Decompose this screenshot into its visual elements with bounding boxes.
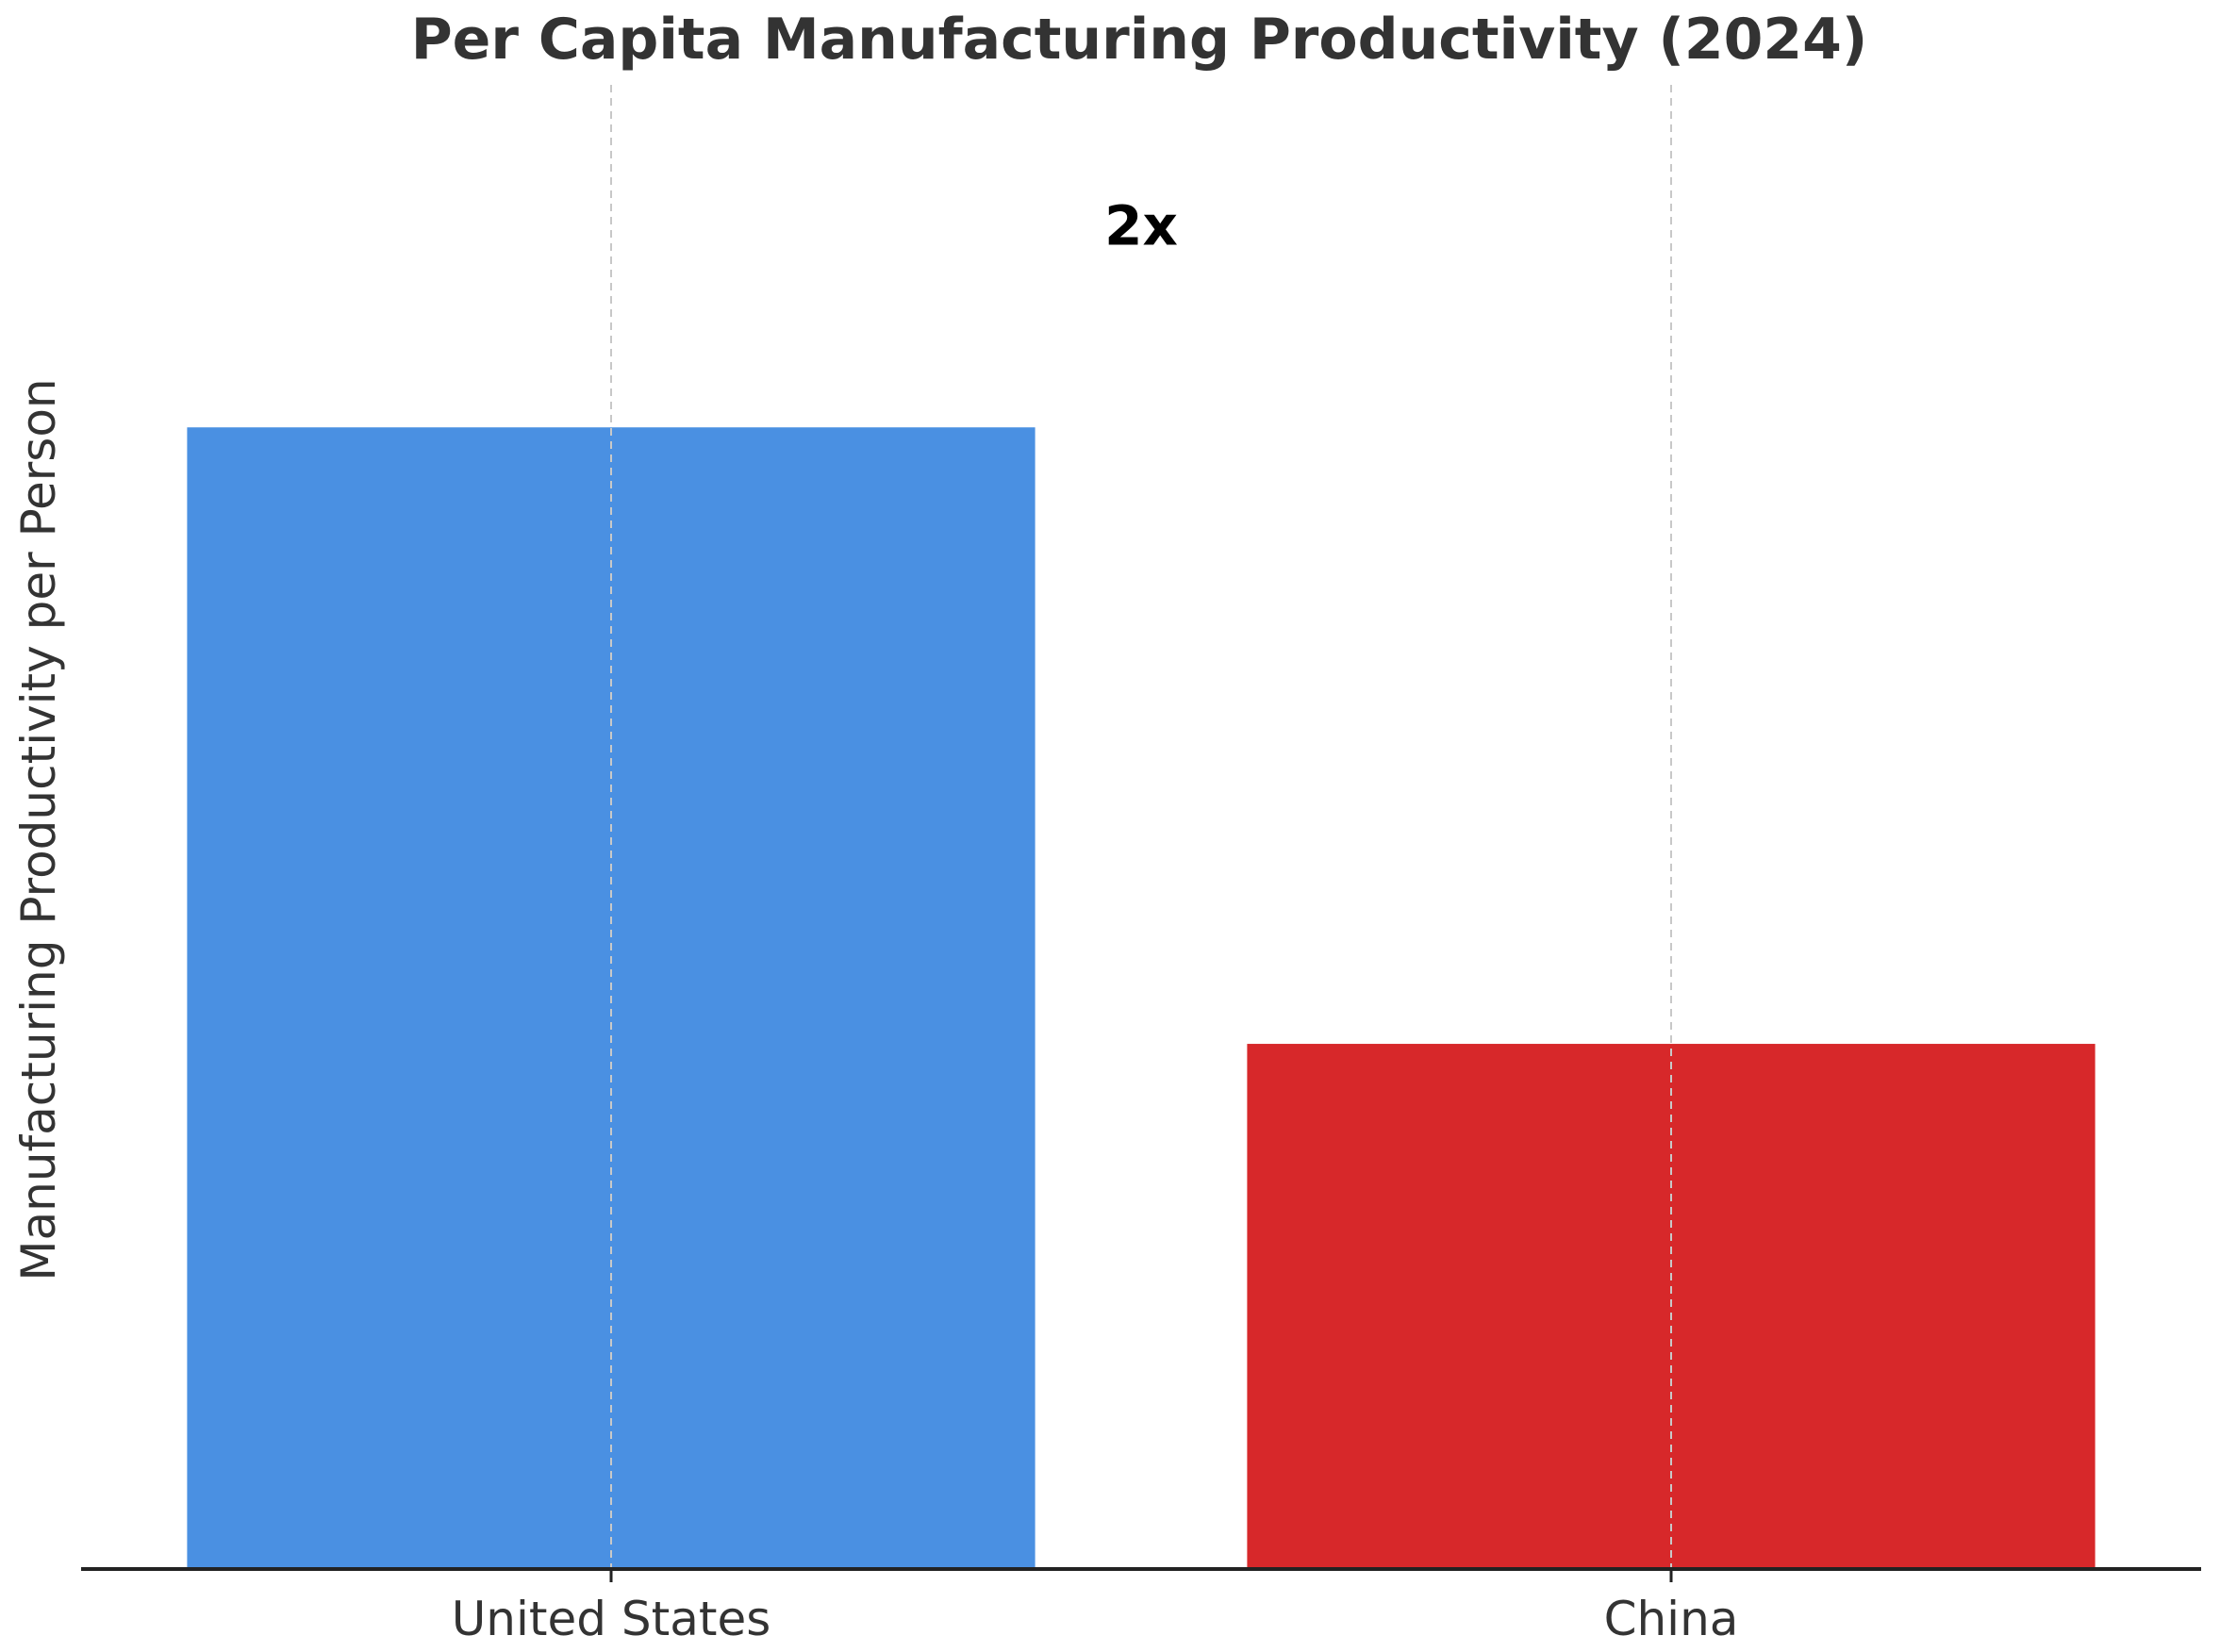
annotations: 2x bbox=[1104, 194, 1178, 258]
y-axis-label: Manufacturing Productivity per Person bbox=[11, 378, 66, 1280]
tick-label-united-states: United States bbox=[452, 1592, 771, 1646]
x-ticks: United States China bbox=[452, 1569, 1739, 1646]
bars bbox=[187, 427, 2096, 1570]
grid-lines-front bbox=[610, 85, 1672, 1569]
tick-label-china: China bbox=[1604, 1592, 1739, 1646]
chart-title: Per Capita Manufacturing Productivity (2… bbox=[411, 7, 1868, 73]
annotation-label: 2x bbox=[1104, 194, 1178, 258]
